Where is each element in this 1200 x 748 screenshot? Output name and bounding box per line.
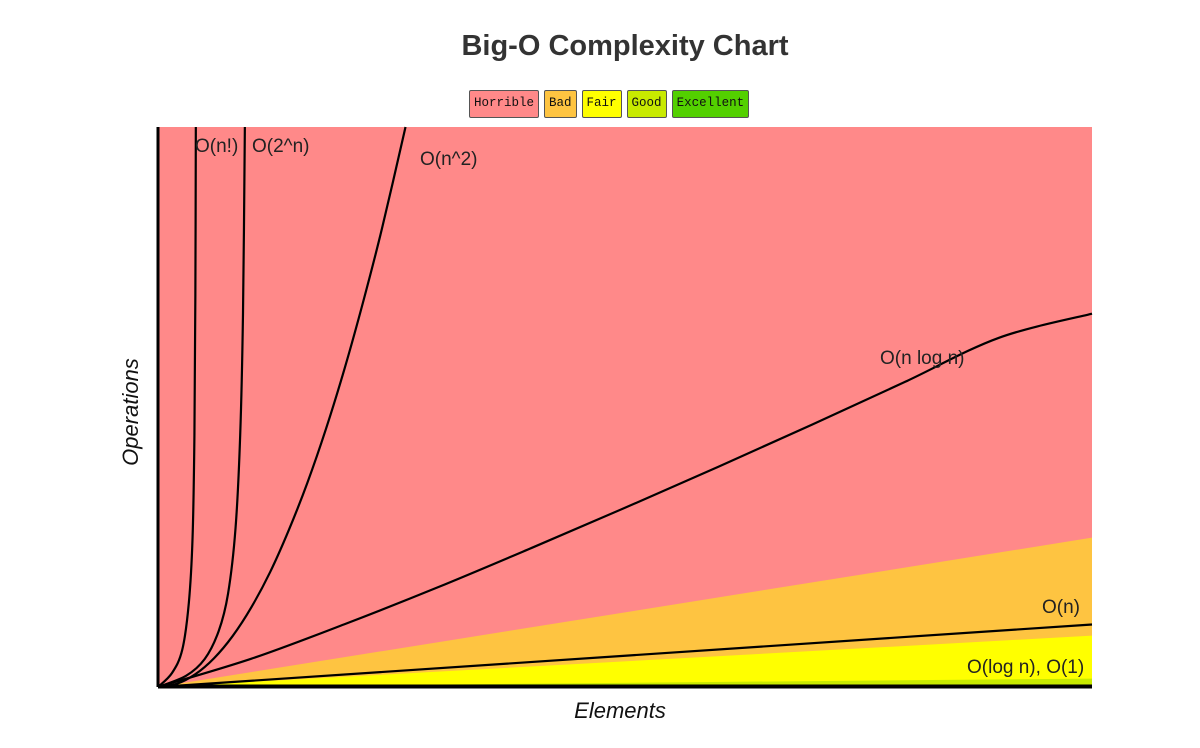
curve-label-o-n-2: O(n^2) <box>420 149 477 170</box>
legend-item-good: Good <box>626 90 667 118</box>
curve-label-o-2-n: O(2^n) <box>252 136 309 157</box>
y-axis-label: Operations <box>118 358 143 466</box>
curve-label-o-log-n-o-1: O(log n), O(1) <box>967 657 1084 678</box>
complexity-regions <box>158 127 1092 687</box>
legend-item-bad: Bad <box>544 90 577 118</box>
curve-o-n <box>157 623 1093 689</box>
curve-label-o-n-log-n: O(n log n) <box>880 348 964 369</box>
curve-o-n <box>157 126 197 688</box>
curve-o-2-n <box>157 126 246 689</box>
legend-item-horrible: Horrible <box>469 90 540 118</box>
legend: Horrible Bad Fair Good Excellent <box>469 90 750 118</box>
x-axis-label: Elements <box>574 698 666 723</box>
curve-labels: O(log n), O(1) O(n) O(n log n) O(n^2) O(2^n)… <box>195 136 1084 678</box>
curve-o-n-2 <box>157 126 407 689</box>
legend-item-excellent: Excellent <box>671 90 750 118</box>
region-fair <box>158 635 1092 687</box>
chart-title: Big-O Complexity Chart <box>461 30 789 62</box>
legend-item-fair: Fair <box>581 90 622 118</box>
curve-o-n-log-n <box>157 312 1093 689</box>
curve-label-o-n: O(n) <box>1042 597 1080 618</box>
axes <box>156 127 1092 689</box>
curve-label-o-n: O(n!) <box>195 136 238 157</box>
